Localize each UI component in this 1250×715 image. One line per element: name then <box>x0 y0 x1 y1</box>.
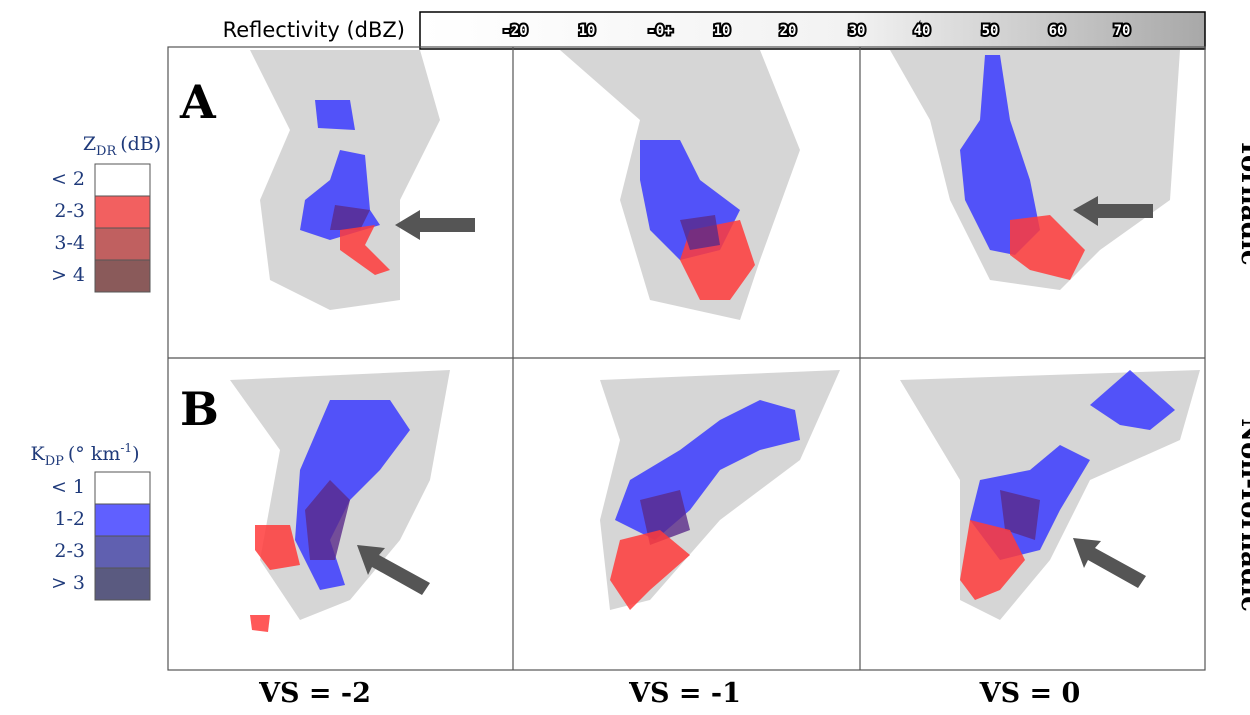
kdp-title: KDP (° km-1) <box>31 441 140 469</box>
colorbar-label: 30 <box>849 23 866 39</box>
legend-label: 3-4 <box>54 232 85 254</box>
panel-label: B <box>180 382 219 436</box>
legend-label: > 4 <box>51 264 85 286</box>
radar-imagery <box>230 50 1200 632</box>
legend-label: 1-2 <box>54 508 85 530</box>
colorbar-label: 60 <box>1049 23 1066 39</box>
legend-label: 2-3 <box>54 200 85 222</box>
panel-label: A <box>179 75 217 129</box>
legend-label: < 2 <box>51 168 85 190</box>
legend-label: < 1 <box>51 476 85 498</box>
column-label: VS = -2 <box>258 678 371 709</box>
row-label: Tornadic <box>1235 138 1250 265</box>
row-label: Non-Tornadic <box>1235 418 1250 612</box>
colorbar <box>419 11 1206 50</box>
kdp-swatches <box>94 471 151 601</box>
column-label: VS = 0 <box>979 678 1081 709</box>
zdr-swatches <box>94 163 151 293</box>
legend-label: 2-3 <box>54 540 85 562</box>
column-label: VS = -1 <box>628 678 741 709</box>
colorbar-label: -20 <box>502 23 527 39</box>
panel-frame <box>167 46 1206 671</box>
colorbar-label: 50 <box>982 23 999 39</box>
legend-label: > 3 <box>51 572 85 594</box>
colorbar-label: 10 <box>714 23 731 39</box>
colorbar-label: -0+ <box>647 23 672 39</box>
colorbar-label: 70 <box>1114 23 1131 39</box>
colorbar-label: 20 <box>780 23 797 39</box>
zdr-title: ZDR (dB) <box>83 133 161 159</box>
colorbar-label: 40 <box>914 23 931 39</box>
colorbar-label: 10 <box>579 23 596 39</box>
colorbar-title: Reflectivity (dBZ) <box>223 18 405 42</box>
